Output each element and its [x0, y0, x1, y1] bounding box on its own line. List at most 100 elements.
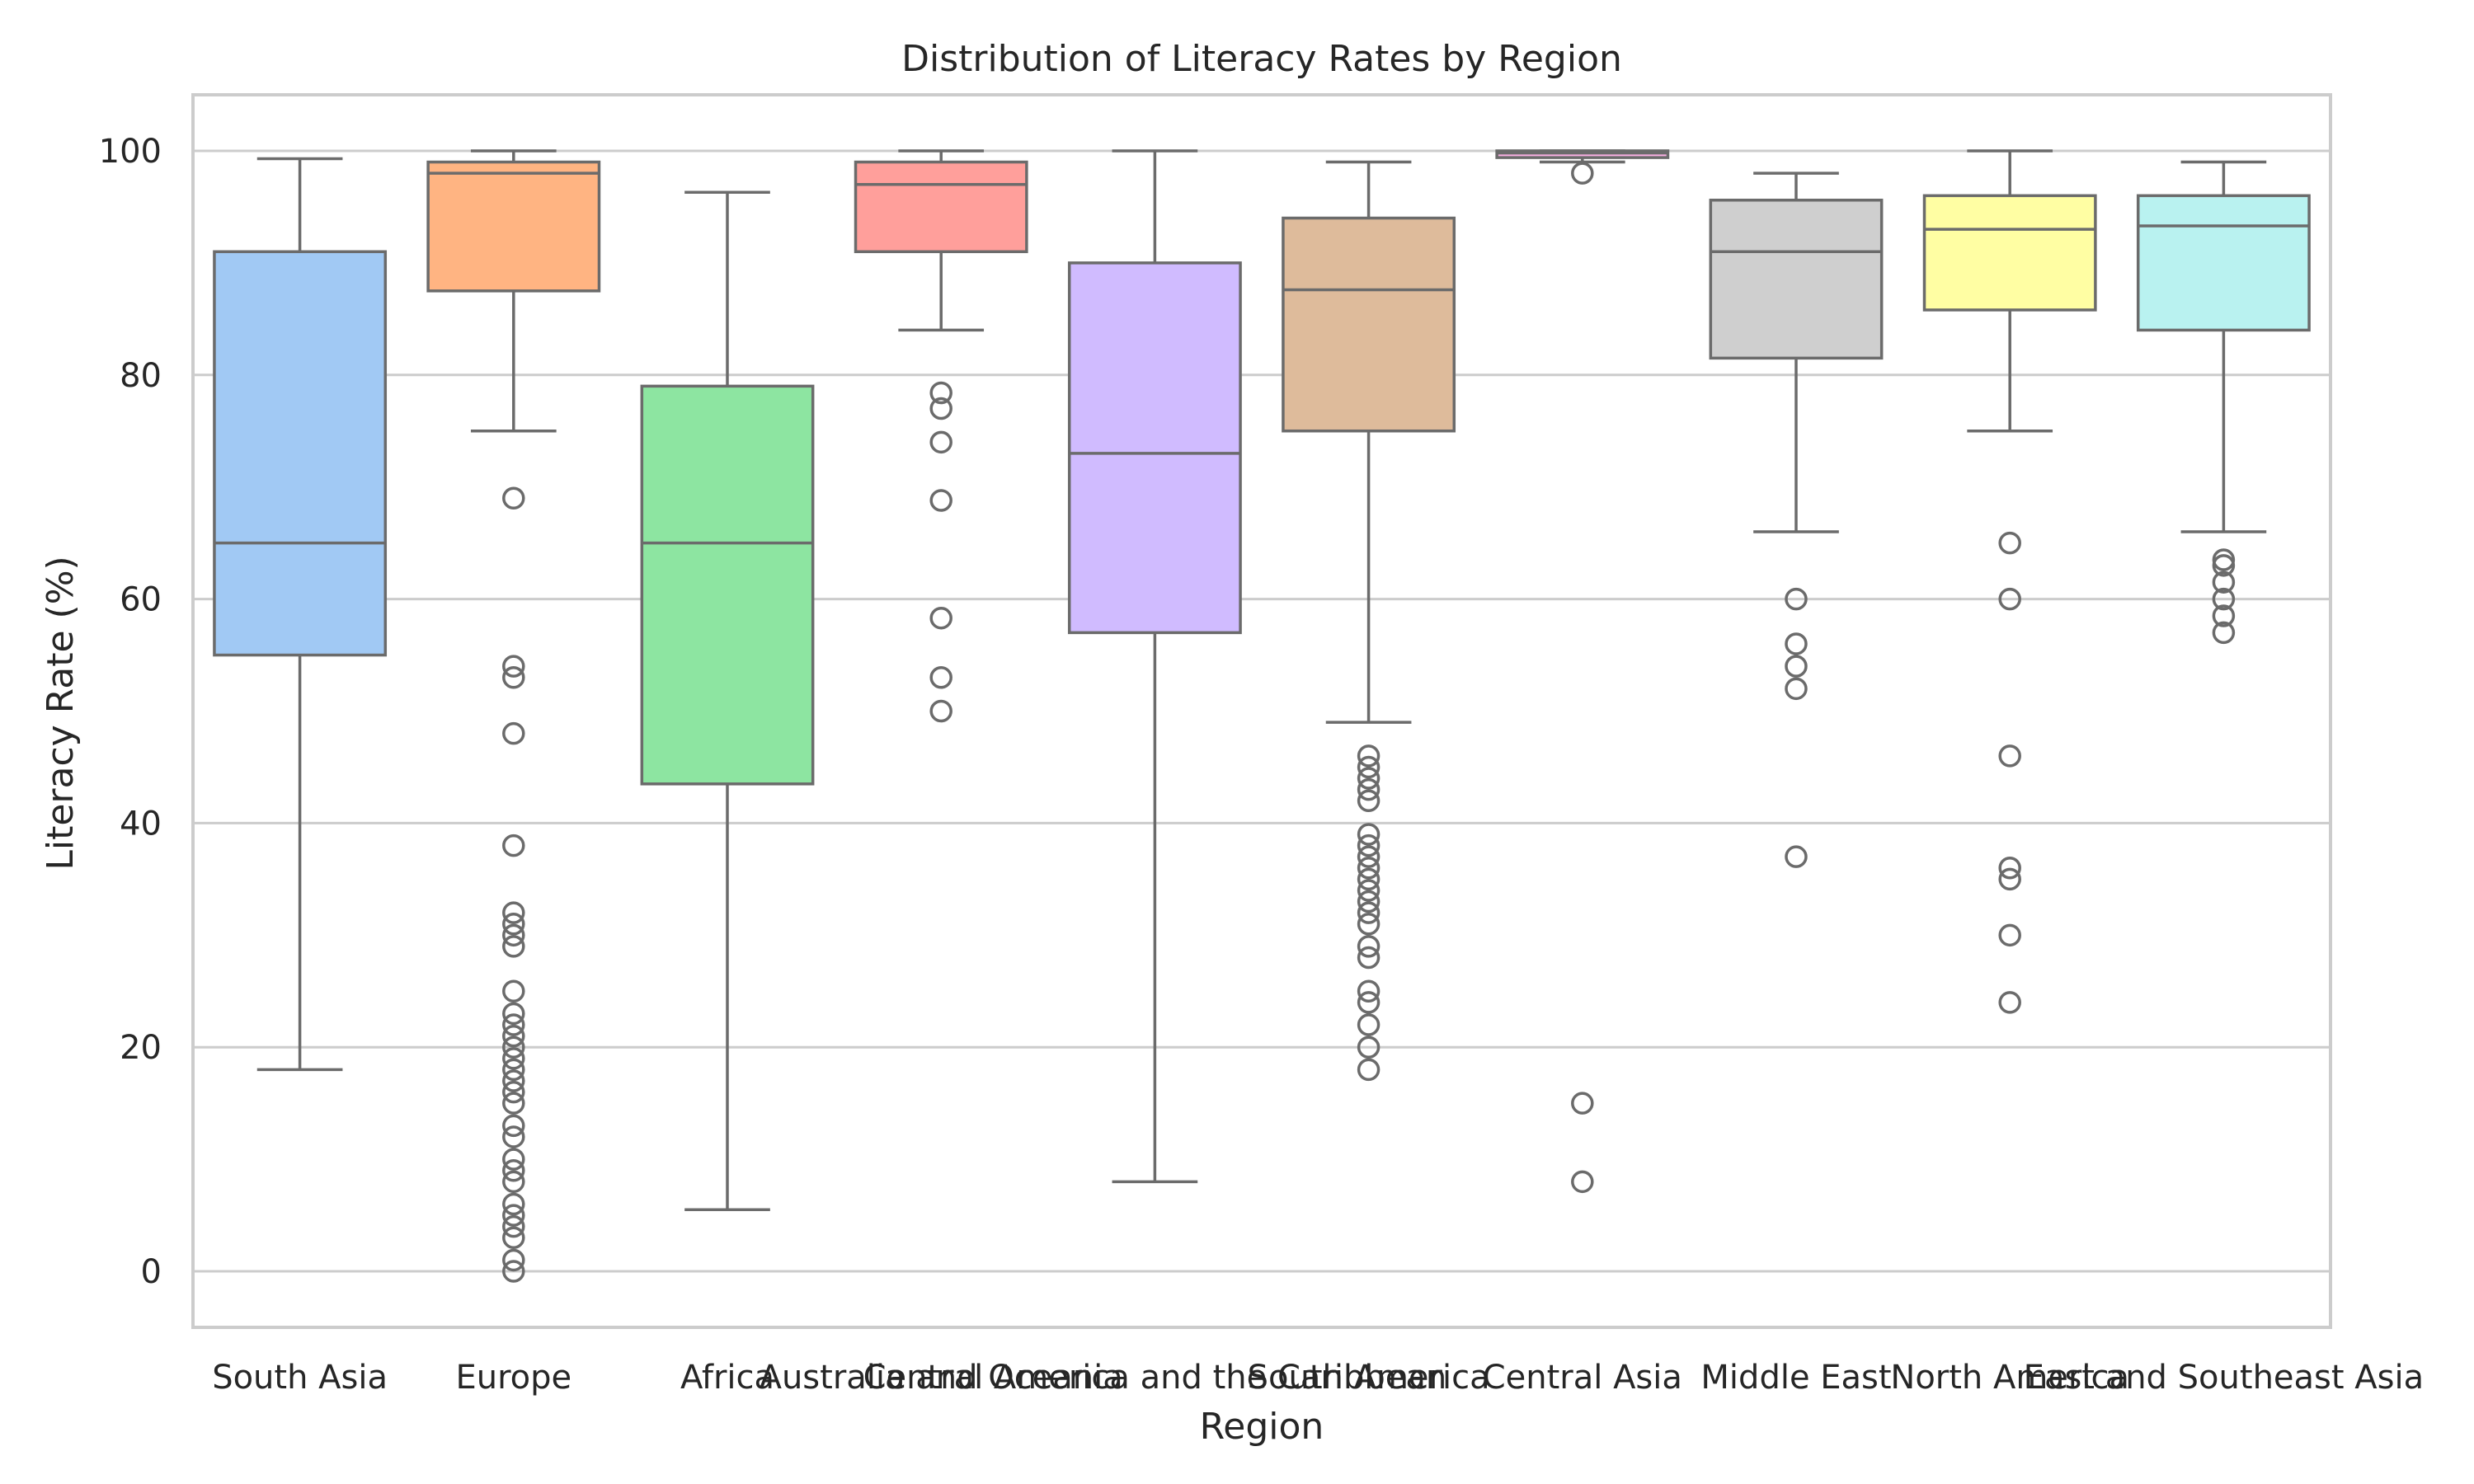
outlier-point [2212, 604, 2236, 627]
x-tick-label: East and Southeast Asia [2024, 1359, 2424, 1397]
outlier-point [2212, 554, 2236, 577]
outlier-point [1357, 1036, 1380, 1059]
box-group [854, 149, 1028, 723]
box-group [640, 190, 815, 1212]
outlier-point [1998, 744, 2021, 768]
outlier-point [1357, 867, 1380, 891]
iqr-box [640, 384, 815, 786]
outlier-point [502, 1204, 525, 1227]
y-tick-label: 40 [120, 805, 162, 843]
outlier-point [1998, 923, 2021, 947]
outlier-point [1357, 901, 1380, 924]
outlier-point [1571, 1170, 1594, 1194]
outlier-point [502, 721, 525, 745]
outlier-point [502, 1092, 525, 1115]
box-group [1067, 149, 1242, 1184]
iqr-box [213, 250, 388, 657]
outlier-point [502, 935, 525, 958]
outlier-point [502, 979, 525, 1003]
outlier-point [502, 1260, 525, 1283]
x-tick-label: South America [1248, 1359, 1490, 1397]
iqr-box [1067, 261, 1242, 635]
outlier-point [1357, 767, 1380, 790]
boxes [213, 149, 2311, 1283]
y-tick-label: 0 [141, 1253, 162, 1291]
iqr-box [1709, 199, 1884, 360]
outlier-point [502, 912, 525, 936]
outlier-point [502, 1058, 525, 1082]
outlier-point [502, 1248, 525, 1272]
y-tick-label: 60 [120, 581, 162, 619]
outlier-point [1357, 744, 1380, 768]
outlier-point [929, 430, 952, 454]
outlier-point [1357, 857, 1380, 880]
outlier-point [1785, 677, 1808, 701]
outlier-point [1785, 587, 1808, 611]
x-tick-label: Central Asia [1483, 1359, 1682, 1397]
box-group [1922, 149, 2097, 1014]
outlier-point [1357, 823, 1380, 846]
plot-frame [191, 93, 2332, 1329]
outlier-point [1357, 991, 1380, 1014]
outlier-point [1357, 935, 1380, 958]
box-group [1495, 149, 1670, 1194]
iqr-box [1922, 194, 2097, 312]
outlier-point [502, 1024, 525, 1048]
outlier-point [502, 1214, 525, 1238]
outlier-point [1357, 890, 1380, 913]
outlier-point [1357, 879, 1380, 902]
outlier-point [502, 1002, 525, 1026]
x-tick-label: Middle East [1700, 1359, 1891, 1397]
outlier-point [2212, 548, 2236, 571]
chart-title: Distribution of Literacy Rates by Region [901, 38, 1622, 80]
iqr-box [1282, 216, 1456, 433]
outlier-point [1998, 587, 2021, 611]
box-group [426, 149, 601, 1283]
outlier-point [929, 397, 952, 420]
x-tick-label: Central America and the Caribbean [863, 1359, 1447, 1397]
outlier-point [929, 489, 952, 512]
iqr-box [426, 160, 601, 293]
outlier-point [502, 1069, 525, 1092]
outlier-point [929, 381, 952, 405]
box-group [1709, 171, 1884, 868]
y-axis-label: Literacy Rate (%) [40, 556, 82, 870]
outlier-point [1785, 655, 1808, 678]
x-tick-label: Australia and Oceania [760, 1359, 1123, 1397]
iqr-box [2136, 194, 2311, 332]
x-axis-label: Region [1200, 1406, 1324, 1448]
outlier-point [1357, 1013, 1380, 1036]
outlier-point [502, 1158, 525, 1182]
x-tick-label: Europe [455, 1359, 571, 1397]
outlier-point [502, 1036, 525, 1059]
y-tick-label: 80 [120, 357, 162, 395]
outlier-point [502, 665, 525, 689]
outlier-point [1998, 531, 2021, 555]
outlier-point [502, 1170, 525, 1194]
outlier-point [1357, 789, 1380, 812]
outlier-point [1785, 632, 1808, 655]
box-group [213, 157, 388, 1072]
outlier-point [502, 834, 525, 857]
outlier-point [502, 1192, 525, 1216]
outlier-point [1357, 755, 1380, 779]
outlier-point [502, 901, 525, 924]
outlier-point [2212, 621, 2236, 645]
outlier-point [502, 655, 525, 678]
outlier-point [929, 699, 952, 723]
outlier-point [1785, 845, 1808, 868]
outlier-point [502, 1148, 525, 1171]
outlier-point [502, 486, 525, 510]
outlier-point [502, 1080, 525, 1104]
x-tick-label: Africa [680, 1359, 774, 1397]
y-tick-label: 20 [120, 1029, 162, 1067]
outlier-point [929, 665, 952, 689]
box-group [1282, 160, 1456, 1082]
outlier-point [502, 1013, 525, 1036]
outlier-point [1998, 867, 2021, 891]
outlier-point [1357, 912, 1380, 936]
outlier-point [502, 923, 525, 947]
